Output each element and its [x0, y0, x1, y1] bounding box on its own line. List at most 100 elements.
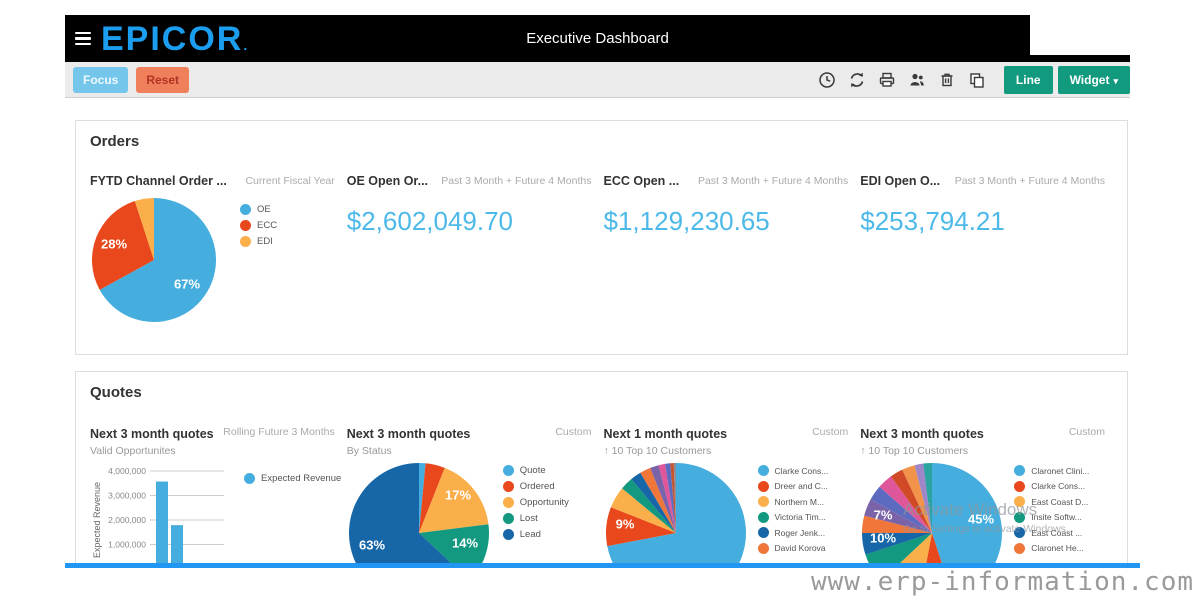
- widget-title: ECC Open ...: [603, 174, 680, 188]
- orders-panel: Orders FYTD Channel Order ... Current Fi…: [75, 120, 1128, 355]
- legend-swatch: [1014, 465, 1026, 476]
- legend-item: Lead: [502, 529, 569, 540]
- legend-item: EDI: [240, 236, 277, 247]
- legend-label: Quote: [519, 465, 546, 476]
- line-button[interactable]: Line: [1003, 65, 1053, 94]
- next1-top10-pie-chart[interactable]: 9%: [604, 461, 748, 565]
- legend-swatch: [502, 481, 514, 492]
- svg-text:9%: 9%: [615, 516, 634, 531]
- widget-oe-open-orders[interactable]: OE Open Or... Past 3 Month + Future 4 Mo…: [345, 174, 602, 324]
- svg-text:17%: 17%: [445, 487, 471, 502]
- legend-swatch: [502, 513, 514, 524]
- print-icon[interactable]: [878, 71, 896, 89]
- epicor-logo: EPICOR.: [101, 19, 250, 58]
- legend-label: Claronet He...: [1031, 543, 1084, 553]
- expected-revenue-bar-chart[interactable]: 4,000,000 3,000,000 2,000,000 1,000,000 Expe…: [90, 463, 230, 565]
- widget-period: Custom: [812, 426, 849, 438]
- legend-item: OE: [240, 204, 277, 215]
- toolbar: Focus Reset: [65, 62, 1130, 98]
- legend-label: Dreer and C...: [774, 481, 828, 491]
- svg-text:7%: 7%: [874, 507, 893, 522]
- legend-item: Lost: [502, 513, 569, 524]
- legend-label: Lost: [519, 513, 538, 524]
- legend-swatch: [502, 529, 514, 540]
- legend-label: East Coast D...: [1031, 496, 1089, 507]
- refresh-icon[interactable]: [848, 71, 866, 89]
- svg-text:3,000,000: 3,000,000: [108, 491, 146, 501]
- legend-swatch: [240, 220, 251, 231]
- fytd-channel-pie-chart[interactable]: 67% 28%: [90, 196, 218, 324]
- next3-top10-pie-chart[interactable]: 45% 10% 7%: [860, 461, 1004, 565]
- widget-next3-valid-opportunities[interactable]: Next 3 month quotes Valid Opportunites R…: [88, 425, 345, 565]
- widget-title: Next 3 month quotes: [346, 427, 471, 441]
- app-header: EPICOR. Executive Dashboard: [65, 15, 1130, 62]
- chevron-down-icon: ▾: [1113, 75, 1118, 86]
- legend-item: Victoria Tim...: [757, 511, 829, 523]
- widget-subtitle: By Status: [346, 445, 392, 457]
- legend-swatch: [1014, 511, 1026, 523]
- legend-item: Clarke Cons...: [1014, 480, 1089, 492]
- legend-item: ECC: [240, 220, 277, 231]
- widget-dropdown-button[interactable]: Widget ▾: [1057, 65, 1130, 94]
- legend-item: Claronet Clini...: [1014, 465, 1089, 476]
- next1-top10-legend: Clarke Cons... Dreer and C... Northern M..…: [757, 465, 829, 558]
- svg-text:10%: 10%: [870, 530, 896, 545]
- widget-next3-by-status[interactable]: Next 3 month quotes By Status Custom 17%…: [345, 425, 602, 565]
- legend-label: Roger Jenk...: [774, 527, 826, 538]
- widget-period: Current Fiscal Year: [245, 175, 335, 187]
- history-icon[interactable]: [818, 71, 836, 89]
- copy-icon[interactable]: [968, 71, 986, 89]
- svg-text:28%: 28%: [101, 236, 127, 251]
- widget-fytd-channel-order[interactable]: FYTD Channel Order ... Current Fiscal Ye…: [88, 174, 345, 324]
- dashboard-content: Orders FYTD Channel Order ... Current Fi…: [65, 98, 1130, 565]
- widget-subtitle: ↑ 10 Top 10 Customers: [603, 445, 712, 457]
- legend-label: OE: [257, 204, 271, 215]
- legend-label: Claronet Clini...: [1031, 465, 1090, 476]
- svg-text:2,000,000: 2,000,000: [108, 515, 146, 525]
- ecc-open-orders-value: $1,129,230.65: [603, 206, 770, 236]
- svg-text:63%: 63%: [359, 537, 385, 552]
- legend-item: Roger Jenk...: [757, 527, 829, 538]
- legend-swatch: [502, 497, 514, 508]
- menu-icon[interactable]: [75, 31, 91, 46]
- quotes-section-title: Quotes: [90, 384, 142, 401]
- widget-next1-top10-customers[interactable]: Next 1 month quotes ↑ 10 Top 10 Customer…: [602, 425, 859, 565]
- legend-item: East Coast ...: [1014, 527, 1089, 538]
- widget-edi-open-orders[interactable]: EDI Open O... Past 3 Month + Future 4 Mo…: [858, 174, 1115, 324]
- toolbar-icons: [818, 71, 986, 89]
- svg-text:45%: 45%: [968, 511, 994, 526]
- widget-period: Rolling Future 3 Months: [223, 426, 335, 438]
- trash-icon[interactable]: [938, 71, 956, 89]
- users-icon[interactable]: [908, 71, 926, 89]
- legend-label: Ordered: [519, 481, 555, 492]
- svg-text:Expected Revenue: Expected Revenue: [92, 482, 102, 558]
- widget-ecc-open-orders[interactable]: ECC Open ... Past 3 Month + Future 4 Mon…: [602, 174, 859, 324]
- legend-swatch: [244, 473, 255, 484]
- legend-swatch: [1014, 496, 1026, 507]
- widget-next3-top10-customers[interactable]: Next 3 month quotes ↑ 10 Top 10 Customer…: [858, 425, 1115, 565]
- oe-open-orders-value: $2,602,049.70: [346, 206, 514, 236]
- legend-swatch: [502, 465, 514, 476]
- fytd-channel-legend: OE ECC EDI: [240, 204, 277, 252]
- widget-period: Past 3 Month + Future 4 Months: [697, 175, 849, 187]
- legend-item: Insite Softw...: [1014, 511, 1089, 523]
- legend-item: Clarke Cons...: [757, 465, 829, 476]
- legend-swatch: [757, 511, 769, 523]
- by-status-pie-chart[interactable]: 17% 14% 63%: [347, 461, 491, 565]
- widget-title: Next 3 month quotes: [860, 427, 984, 441]
- bottom-divider: [65, 563, 1140, 568]
- widget-period: Custom: [555, 426, 592, 438]
- widget-period: Custom: [1068, 426, 1105, 438]
- widget-title: Next 1 month quotes: [603, 427, 728, 441]
- widget-subtitle: Valid Opportunites: [90, 445, 176, 457]
- focus-button[interactable]: Focus: [73, 66, 129, 93]
- page-title: Executive Dashboard: [526, 30, 669, 47]
- legend-swatch: [757, 496, 769, 507]
- orders-section-title: Orders: [90, 133, 140, 150]
- legend-label: Clarke Cons...: [774, 465, 829, 476]
- edi-open-orders-value: $253,794.21: [860, 206, 1005, 236]
- legend-label: Lead: [519, 529, 541, 540]
- legend-label: Expected Revenue: [261, 473, 342, 484]
- reset-button[interactable]: Reset: [136, 66, 190, 93]
